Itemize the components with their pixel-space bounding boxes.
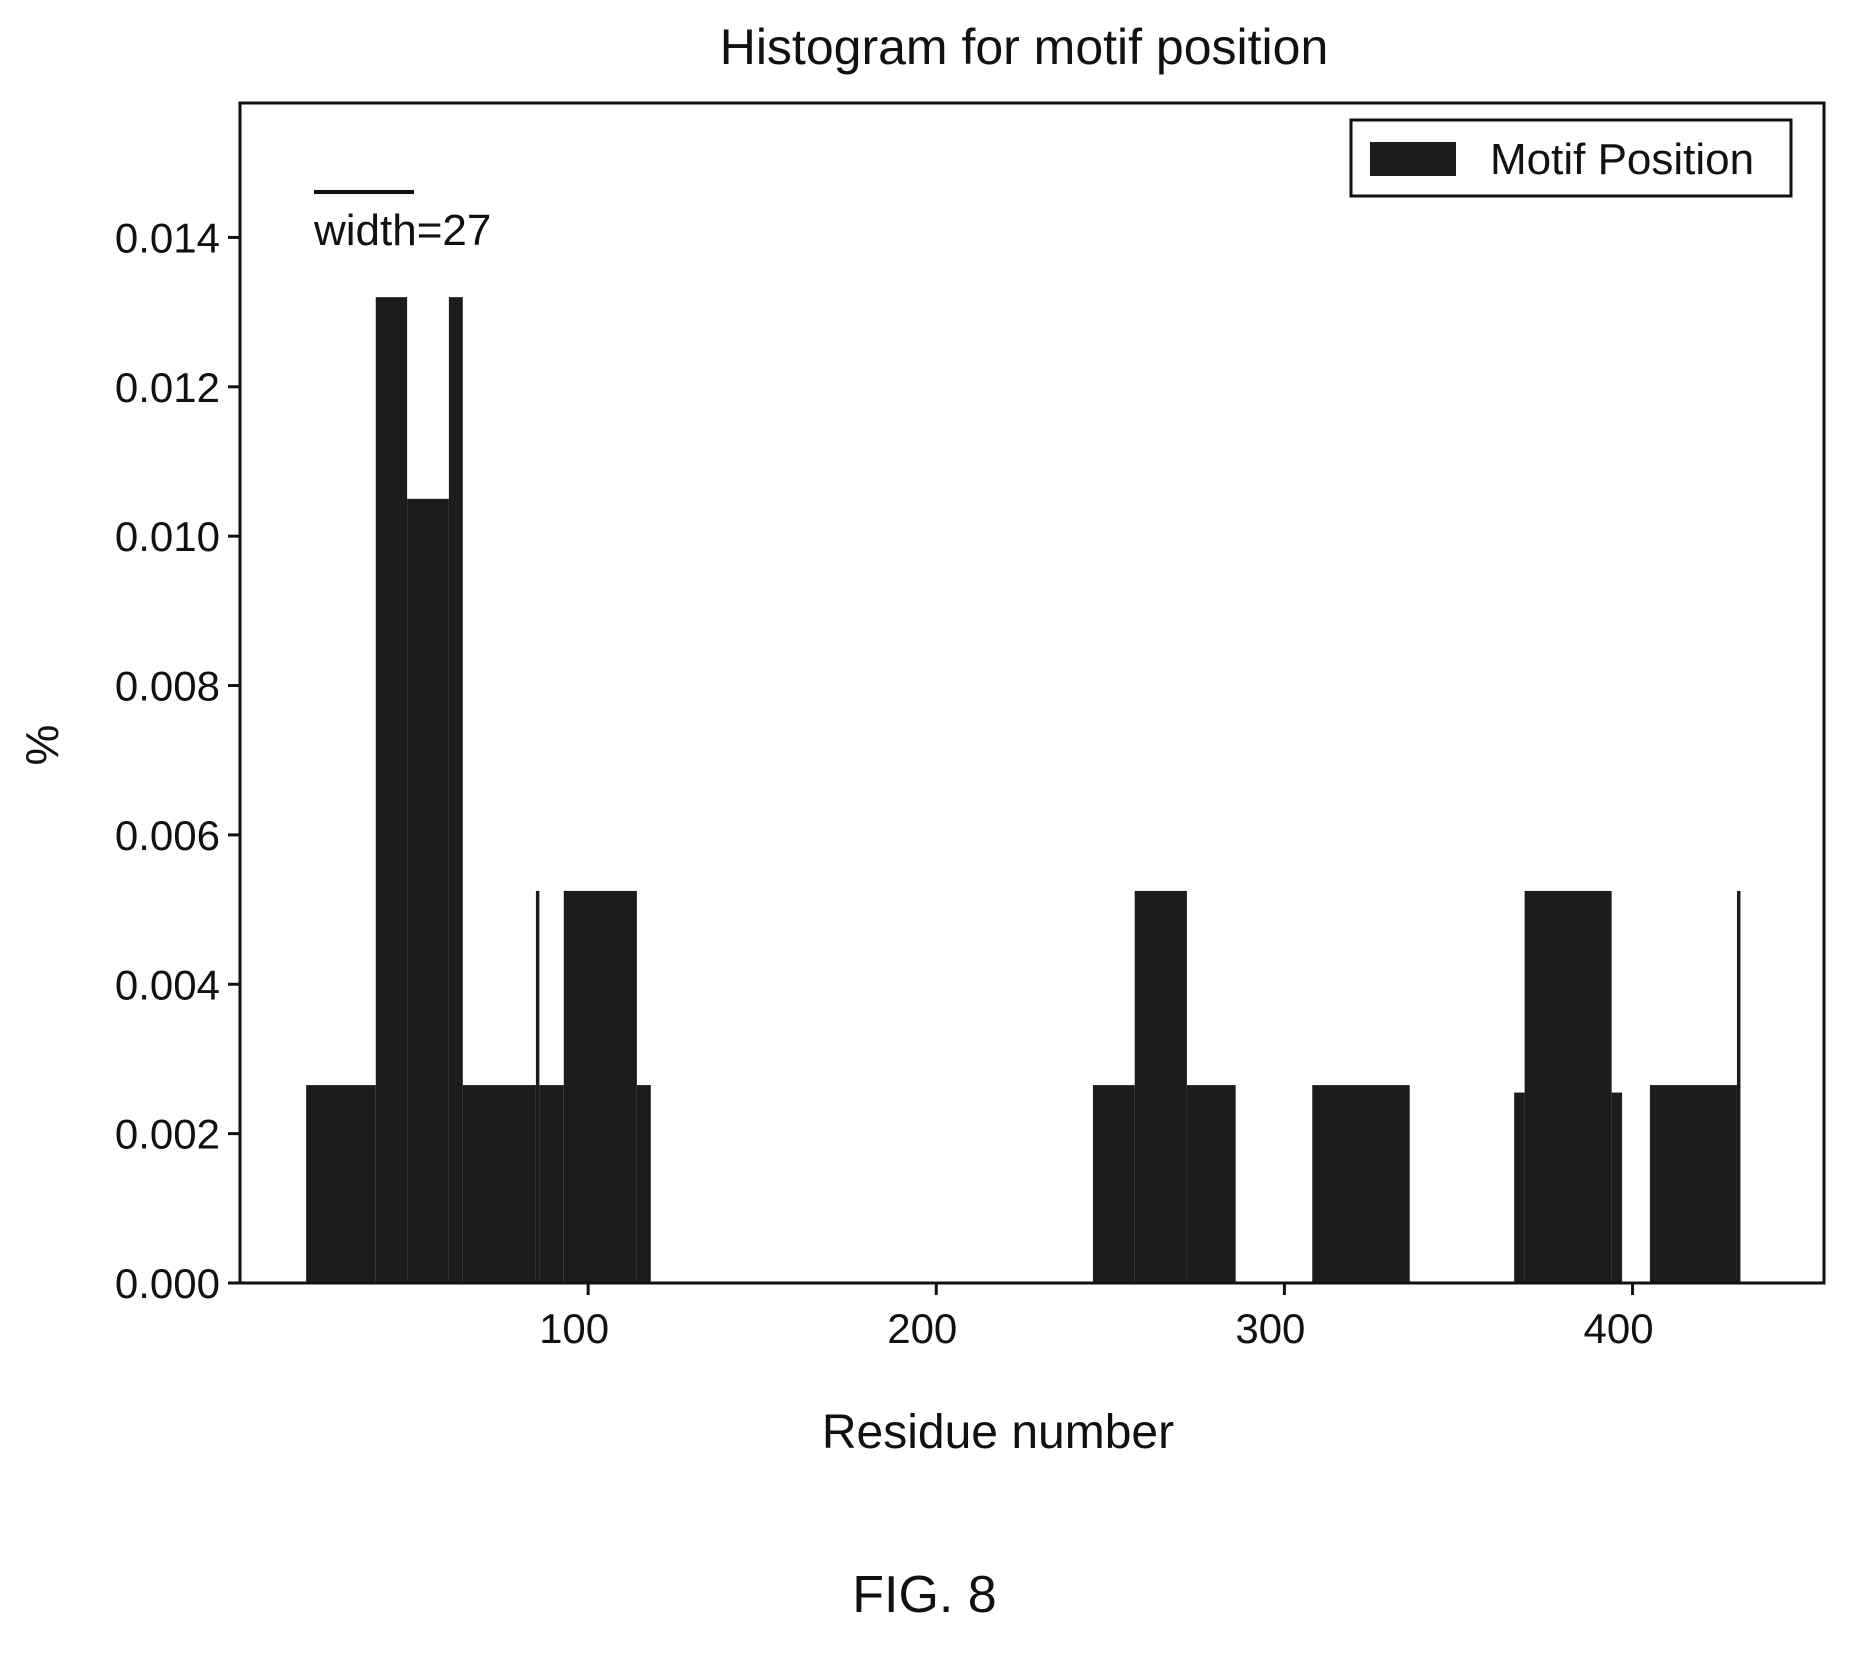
bin-width-label: width=27 — [313, 206, 491, 255]
histogram-bar-5 — [462, 1085, 536, 1283]
histogram-bar-3 — [407, 498, 449, 1284]
y-tick-label: 0.004 — [115, 961, 220, 1008]
y-tick-label: 0.008 — [115, 663, 220, 710]
x-tick-label: 100 — [539, 1305, 609, 1352]
x-axis-ticks: 100 200 300 400 — [539, 1283, 1654, 1352]
plot-frame — [238, 101, 1826, 1285]
legend: Motif Position — [1349, 118, 1793, 198]
y-tick-label: 0.006 — [115, 812, 220, 859]
x-axis-label: Residue number — [822, 1406, 1174, 1459]
histogram-bar-9 — [636, 1085, 651, 1283]
histogram-bar-8 — [563, 890, 637, 1283]
histogram-bar-6 — [535, 890, 540, 1283]
histogram-bar-7 — [539, 1085, 564, 1283]
x-tick-label: 300 — [1235, 1305, 1305, 1352]
chart-title: Histogram for motif position — [720, 19, 1329, 75]
x-tick-label: 400 — [1583, 1305, 1653, 1352]
y-tick-label: 0.000 — [115, 1260, 220, 1307]
histogram-bar-15 — [1524, 890, 1612, 1283]
histogram-bar-17 — [1649, 1085, 1737, 1283]
figure-caption: FIG. 8 — [852, 1566, 997, 1624]
histogram-bar-13 — [1312, 1085, 1410, 1283]
y-tick-label: 0.002 — [115, 1111, 220, 1158]
histogram-bar-2 — [375, 297, 408, 1283]
histogram-chart: Histogram for motif position 0.0000.0020… — [16, 19, 1826, 1459]
y-axis-label: % — [16, 725, 68, 766]
legend-swatch — [1370, 142, 1456, 176]
y-tick-label: 0.012 — [115, 364, 220, 411]
histogram-bar-12 — [1186, 1085, 1236, 1283]
y-tick-label: 0.014 — [115, 214, 220, 261]
histogram-bar-10 — [1092, 1085, 1135, 1283]
histogram-bar-16 — [1611, 1092, 1623, 1283]
histogram-bar-14 — [1514, 1092, 1525, 1283]
histogram-bar-11 — [1134, 890, 1187, 1283]
y-axis-ticks: 0.000 0.002 0.004 0.006 0.008 0.010 0.012 0.014 — [115, 214, 240, 1307]
histogram-bar-1 — [306, 1085, 376, 1283]
histogram-bars — [306, 297, 1741, 1284]
histogram-bar-4 — [448, 297, 463, 1283]
histogram-bar-18 — [1736, 890, 1741, 1283]
legend-label: Motif Position — [1490, 135, 1754, 184]
x-tick-label: 200 — [887, 1305, 957, 1352]
y-tick-label: 0.010 — [115, 513, 220, 560]
